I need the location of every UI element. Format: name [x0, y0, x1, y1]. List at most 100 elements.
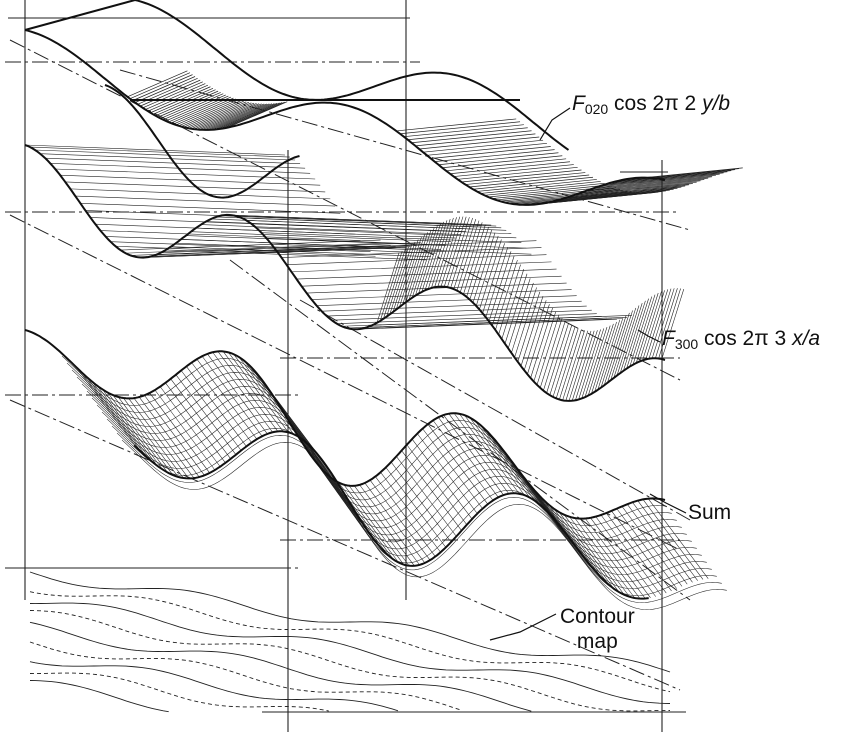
mid-hatch-line [587, 325, 611, 396]
sum-mesh-cross [417, 433, 478, 514]
top-hatch-line [480, 181, 601, 194]
mid-hatch-line [546, 322, 569, 394]
sum-mesh-cross [112, 394, 174, 476]
top-hatch-line [400, 121, 521, 135]
mid-hatch-line [559, 329, 582, 400]
sum-mesh-line [91, 397, 697, 568]
sum-mesh-cross [621, 506, 683, 587]
top-hatch-line [496, 187, 617, 201]
mid-hatch-line [469, 229, 493, 300]
sum-mesh-line [116, 432, 722, 603]
sum-mesh-cross [107, 392, 168, 473]
contour-line [29, 680, 169, 713]
top-hatch-line [461, 169, 582, 183]
mid-wave-front-curve [24, 144, 666, 402]
sum-front-curve [24, 329, 666, 520]
mid-hatch-line [459, 222, 483, 293]
sum-mesh-cross [117, 396, 179, 478]
mid-hatch-line [24, 144, 286, 156]
mid-hatch-line [517, 291, 541, 362]
sum-mesh-cross [91, 381, 153, 462]
mid-hatch-line [256, 227, 517, 239]
mid-hatch-line [623, 300, 646, 371]
mid-hatch-line [504, 273, 528, 344]
mid-hatch-line [180, 239, 441, 250]
top-hatch-line [173, 97, 234, 125]
diagonal-axis [299, 299, 691, 521]
top-hatch-line [419, 136, 540, 150]
mid-hatch-line [447, 217, 470, 288]
top-hatch-line [592, 176, 713, 190]
mid-hatch-line [392, 241, 416, 313]
mid-hatch-line [296, 268, 557, 280]
sum-mesh-cross [233, 354, 294, 435]
top-hatch-line [211, 103, 273, 131]
mid-hatch-line [549, 325, 573, 396]
mid-hatch-line [408, 229, 432, 301]
mid-hatch-line [311, 289, 572, 300]
mid-hatch-line [482, 243, 505, 314]
sum-mesh-cross [222, 351, 284, 432]
mid-hatch-line [645, 289, 669, 360]
top-hatch-line [488, 184, 609, 198]
mid-hatch-line [501, 269, 525, 340]
top-hatch-line [611, 170, 732, 183]
top-hatch-line [142, 81, 203, 109]
sum-mesh-cross [201, 356, 263, 437]
mid-hatch-line [125, 242, 386, 254]
top-hatch-line [438, 152, 559, 166]
sum-mesh-cross [212, 352, 273, 433]
mid-hatch-line [120, 239, 381, 251]
mid-hatch-line [479, 239, 502, 310]
mid-hatch-line [565, 330, 589, 401]
top-hatch-line [127, 70, 188, 98]
sum-mesh-cross [579, 518, 641, 599]
top-hatch-line [584, 179, 705, 192]
mid-hatch-line [301, 275, 562, 287]
sum-mesh-cross [338, 482, 399, 563]
top-hatch-line [201, 103, 262, 131]
label-contour-map: Contour map [560, 605, 635, 653]
sum-mesh-cross [238, 356, 300, 438]
mid-hatch-line [485, 247, 509, 318]
mid-hatch-line [271, 243, 532, 255]
diagonal-axis [229, 259, 691, 601]
sum-mesh-cross [96, 385, 158, 466]
sum-mesh-cross [170, 378, 231, 459]
top-hatch-line [580, 180, 701, 194]
sum-mesh-line [66, 362, 672, 533]
sum-mesh-cross [606, 512, 667, 594]
sum-mesh-cross [438, 417, 499, 498]
mid-hatch-line [421, 221, 445, 292]
sum-mesh-cross [448, 413, 510, 494]
sum-mesh-cross [627, 504, 688, 585]
sum-mesh-cross [138, 396, 200, 478]
sum-mesh-cross [159, 386, 221, 467]
top-hatch-line [147, 84, 209, 112]
mid-hatch-line [440, 216, 464, 287]
top-hatch-line [553, 188, 674, 202]
contour-line [29, 602, 671, 704]
mid-hatch-line [584, 327, 608, 398]
mid-hatch-line [399, 237, 422, 308]
top-hatch-line [449, 161, 570, 175]
mid-hatch-line [424, 220, 448, 291]
mid-hatch-line [145, 247, 406, 258]
top-hatch-line [178, 99, 239, 127]
mid-hatch-line [523, 300, 547, 371]
mid-hatch-line [70, 188, 331, 200]
mid-hatch-line [578, 329, 601, 400]
top-wave-left-edge [24, 0, 136, 31]
top-hatch-line [484, 182, 605, 196]
top-hatch-line [595, 175, 716, 188]
sum-mesh-cross [102, 389, 163, 470]
mid-hatch-line [30, 146, 291, 158]
top-hatch-line [132, 74, 193, 101]
mid-hatch-line [613, 307, 637, 379]
mid-hatch-line [236, 215, 497, 227]
top-hatch-line [191, 102, 252, 130]
top-hatch-line [557, 187, 678, 201]
contour-line [29, 621, 532, 712]
cos-300-wave-surface [24, 84, 666, 402]
contour-line [29, 591, 671, 693]
